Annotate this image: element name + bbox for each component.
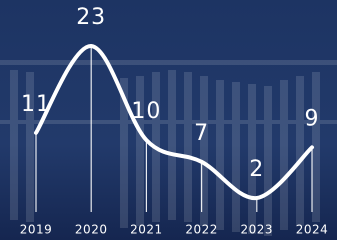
value-label: 7 <box>194 121 209 146</box>
x-tick-label: 2021 <box>130 223 163 237</box>
x-tick-label: 2022 <box>185 223 218 237</box>
value-label: 2 <box>249 157 264 182</box>
value-label: 9 <box>305 106 320 131</box>
x-tick-label: 2020 <box>75 223 108 237</box>
x-tick-label: 2023 <box>241 223 274 237</box>
x-tick-label: 2024 <box>296 223 329 237</box>
x-tick-label: 2019 <box>20 223 53 237</box>
value-label: 11 <box>21 92 51 117</box>
value-label: 23 <box>76 5 106 30</box>
chart: 11 23 10 7 2 9 2019 2020 2021 2022 2023 2024 <box>0 0 337 240</box>
value-label: 10 <box>131 99 161 124</box>
